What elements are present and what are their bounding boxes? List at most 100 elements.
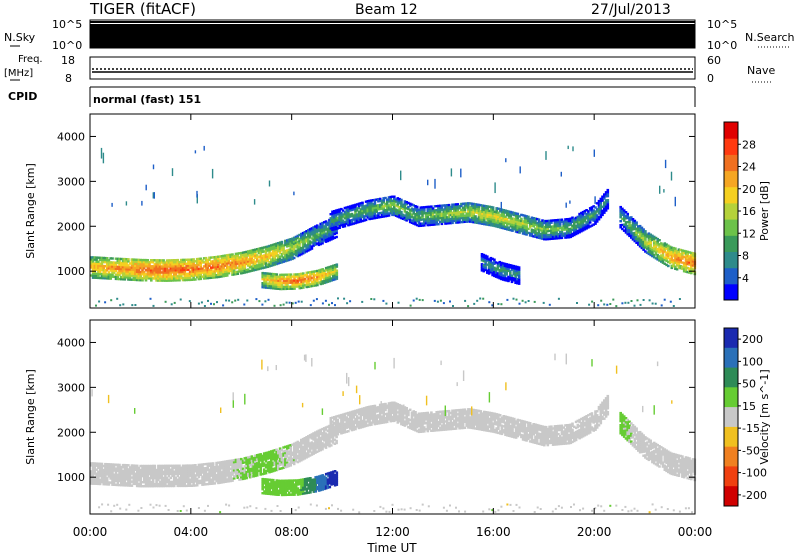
data-cell-power	[307, 231, 310, 234]
data-cell-power	[127, 276, 130, 279]
data-cell-power	[300, 278, 303, 282]
data-cell-power	[654, 249, 658, 252]
data-cell-velocity	[224, 468, 227, 471]
data-cell-power	[437, 216, 440, 220]
data-cell-power	[550, 225, 553, 228]
data-cell-power	[491, 261, 494, 265]
data-cell-power	[463, 210, 467, 213]
data-cell-velocity	[261, 458, 264, 462]
data-cell-velocity	[185, 472, 188, 475]
data-cell-power	[222, 272, 225, 276]
data-cell-power	[206, 260, 210, 264]
data-cell-power	[259, 251, 262, 254]
data-cell-power	[567, 219, 571, 223]
data-cell-power	[500, 261, 503, 265]
data-cell-power	[500, 271, 503, 275]
data-cell-velocity	[275, 464, 278, 468]
data-cell-velocity	[231, 477, 234, 480]
data-cell-power	[361, 201, 364, 204]
data-cell-velocity	[268, 465, 271, 468]
data-cell-power	[359, 204, 363, 207]
data-cell-power	[232, 269, 236, 272]
data-cell-velocity	[187, 482, 190, 485]
data-cell-power	[130, 258, 134, 261]
data-cell-velocity	[151, 468, 155, 472]
y-tick-label: 4000	[57, 130, 85, 143]
data-cell-velocity	[144, 485, 148, 488]
data-cell-power	[474, 211, 477, 214]
data-cell-power	[359, 220, 363, 223]
data-cell-velocity	[134, 464, 137, 467]
data-cell-power	[158, 271, 162, 274]
data-cell-power	[326, 239, 330, 243]
data-cell-power	[123, 278, 127, 281]
data-cell-power	[247, 268, 250, 271]
data-cell-power	[482, 259, 486, 263]
data-cell-power	[359, 214, 363, 217]
data-cell-power	[489, 259, 493, 262]
data-cell-power	[456, 213, 460, 216]
data-cell-velocity	[188, 484, 192, 487]
data-cell-power	[495, 207, 498, 210]
data-cell-power	[647, 234, 651, 237]
data-cell-ground	[651, 302, 654, 305]
data-cell-velocity	[217, 461, 220, 464]
data-cell-velocity	[259, 455, 262, 458]
data-cell-velocity	[287, 458, 291, 462]
data-cell-power	[259, 267, 262, 270]
freq-unit: [MHz]	[4, 68, 33, 79]
data-cell-power	[583, 224, 587, 227]
data-cell-velocity	[181, 484, 185, 488]
data-cell-power	[315, 224, 319, 227]
data-cell-power	[396, 197, 400, 200]
data-cell-velocity	[231, 479, 234, 482]
data-cell-power	[284, 251, 287, 255]
data-cell-power	[157, 259, 160, 262]
data-cell-power	[486, 219, 490, 222]
data-cell-power	[310, 229, 314, 232]
data-cell-ground	[382, 299, 385, 302]
data-cell-velocity	[112, 469, 116, 472]
data-cell-power	[601, 199, 604, 202]
data-cell-velocity	[153, 464, 157, 468]
data-cell-power	[490, 220, 493, 223]
data-cell-power	[264, 284, 268, 287]
data-cell-velocity	[148, 485, 151, 488]
data-cell-velocity	[109, 475, 112, 478]
data-cell-power	[285, 257, 289, 260]
data-cell-power	[517, 280, 521, 283]
data-cell-power	[431, 209, 435, 212]
data-cell-velocity	[259, 465, 262, 468]
data-cell-power	[282, 258, 285, 261]
data-cell-power	[467, 202, 470, 205]
data-cell-velocity	[185, 480, 188, 483]
data-cell-power	[481, 208, 484, 211]
data-cell-power	[132, 258, 135, 261]
data-cell-velocity	[165, 466, 169, 469]
data-cell-power	[555, 231, 558, 234]
data-cell-velocity	[192, 484, 195, 487]
data-cell-velocity	[254, 470, 257, 473]
data-cell-power	[453, 205, 456, 208]
data-cell-power	[347, 207, 350, 211]
data-cell-power	[172, 267, 176, 270]
data-cell-power	[491, 257, 494, 261]
data-cell-power	[319, 238, 322, 242]
data-cell-velocity	[199, 481, 202, 485]
data-cell-power	[307, 277, 310, 280]
data-cell-power	[188, 274, 192, 277]
data-cell-power	[282, 256, 285, 259]
data-cell-power	[172, 275, 176, 278]
data-cell-power	[190, 266, 194, 269]
data-cell-power	[606, 205, 610, 208]
data-cell-velocity	[225, 472, 229, 475]
data-cell-power	[303, 249, 307, 252]
data-cell-power	[385, 204, 389, 207]
data-cell-power	[496, 274, 500, 277]
data-cell-power	[139, 262, 142, 266]
data-cell-velocity	[160, 474, 164, 478]
data-cell-power	[284, 279, 287, 282]
data-cell-power	[308, 236, 312, 239]
data-cell-power	[335, 235, 338, 239]
data-cell-power	[291, 275, 294, 278]
